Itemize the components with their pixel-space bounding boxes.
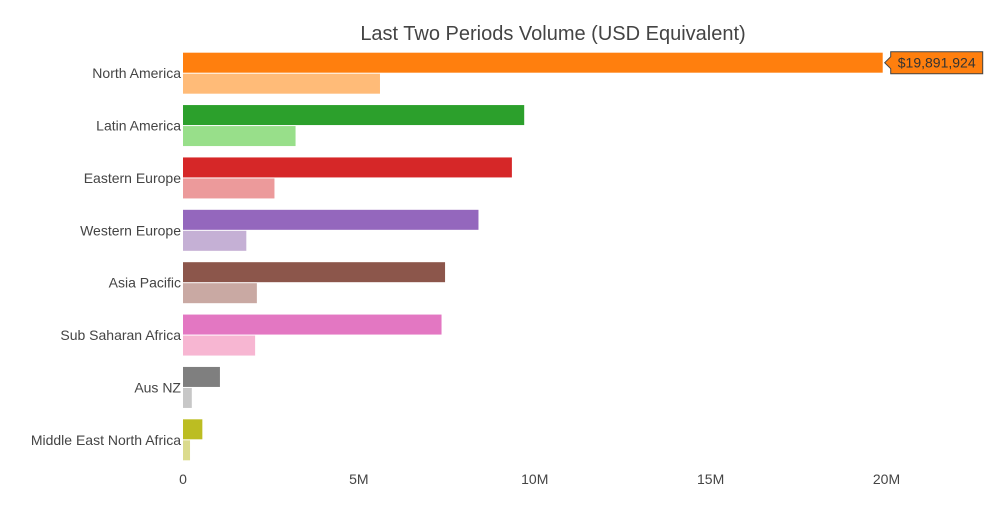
y-tick-label-western-europe: Western Europe bbox=[80, 222, 181, 238]
bar-latin-america-period-1[interactable] bbox=[183, 105, 525, 126]
y-tick-label-latin-america: Latin America bbox=[96, 118, 181, 134]
y-axis-labels: North America Latin America Eastern Europe… bbox=[31, 65, 182, 448]
x-tick-label-3: 15M bbox=[697, 471, 724, 487]
bar-western-europe-period-2[interactable] bbox=[183, 230, 247, 251]
bar-asia-pacific-period-2[interactable] bbox=[183, 283, 257, 304]
bar-latin-america-period-2[interactable] bbox=[183, 126, 296, 147]
x-tick-label-1: 5M bbox=[349, 471, 368, 487]
bar-north-america-period-2[interactable] bbox=[183, 73, 380, 94]
bar-north-america-period-1[interactable] bbox=[183, 52, 883, 73]
y-tick-label-aus-nz: Aus NZ bbox=[134, 379, 181, 395]
bar-aus-nz-period-2[interactable] bbox=[183, 387, 192, 408]
x-tick-label-4: 20M bbox=[873, 471, 900, 487]
bar-sub-saharan-africa-period-1[interactable] bbox=[183, 314, 442, 335]
bar-western-europe-period-1[interactable] bbox=[183, 209, 479, 230]
bar-eastern-europe-period-2[interactable] bbox=[183, 178, 275, 199]
bars-layer bbox=[183, 52, 883, 461]
bar-asia-pacific-period-1[interactable] bbox=[183, 262, 446, 283]
bar-aus-nz-period-1[interactable] bbox=[183, 366, 220, 387]
bar-middle-east-north-africa-period-1[interactable] bbox=[183, 419, 203, 440]
y-tick-label-eastern-europe: Eastern Europe bbox=[84, 170, 181, 186]
bar-eastern-europe-period-1[interactable] bbox=[183, 157, 512, 178]
x-tick-label-0: 0 bbox=[179, 471, 187, 487]
y-tick-label-sub-saharan-africa: Sub Saharan Africa bbox=[60, 327, 181, 343]
x-axis-ticks: 0 5M 10M 15M 20M bbox=[179, 471, 900, 487]
hover-label-box bbox=[884, 51, 984, 75]
bar-middle-east-north-africa-period-2[interactable] bbox=[183, 440, 191, 461]
hover-layer: $19,891,924 bbox=[884, 51, 984, 75]
y-tick-label-middle-east-north-africa: Middle East North Africa bbox=[31, 432, 181, 448]
bar-sub-saharan-africa-period-2[interactable] bbox=[183, 335, 256, 356]
y-tick-label-north-america: North America bbox=[92, 65, 181, 81]
y-tick-label-asia-pacific: Asia Pacific bbox=[109, 275, 181, 291]
hover-label-text: $19,891,924 bbox=[898, 55, 976, 71]
x-tick-label-2: 10M bbox=[521, 471, 548, 487]
chart-title: Last Two Periods Volume (USD Equivalent) bbox=[360, 23, 745, 45]
